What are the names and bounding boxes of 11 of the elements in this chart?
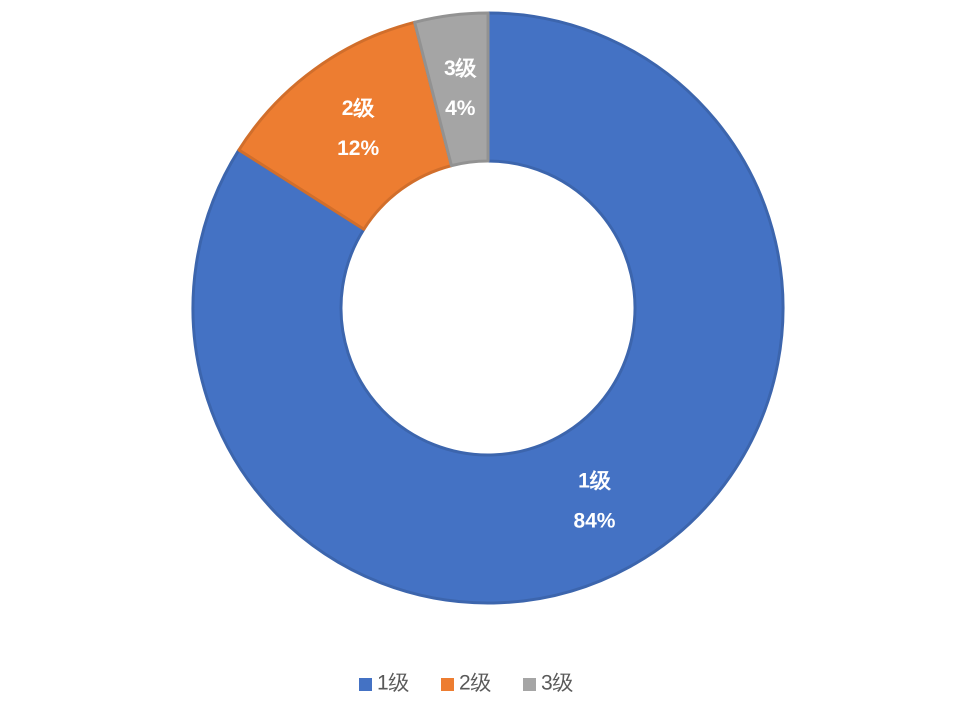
legend-label: 2级 <box>459 672 492 695</box>
data-label: 84% <box>573 510 616 533</box>
donut-slice <box>192 12 784 604</box>
legend-label: 1级 <box>377 672 410 695</box>
legend-label: 3级 <box>541 672 574 695</box>
slice-label: 1级 <box>578 470 612 493</box>
donut-slice <box>413 12 490 168</box>
data-label: 12% <box>337 137 380 160</box>
slice-label: 3级 <box>444 56 478 80</box>
data-label: 4% <box>445 96 476 120</box>
slice-label: 2级 <box>342 97 376 120</box>
